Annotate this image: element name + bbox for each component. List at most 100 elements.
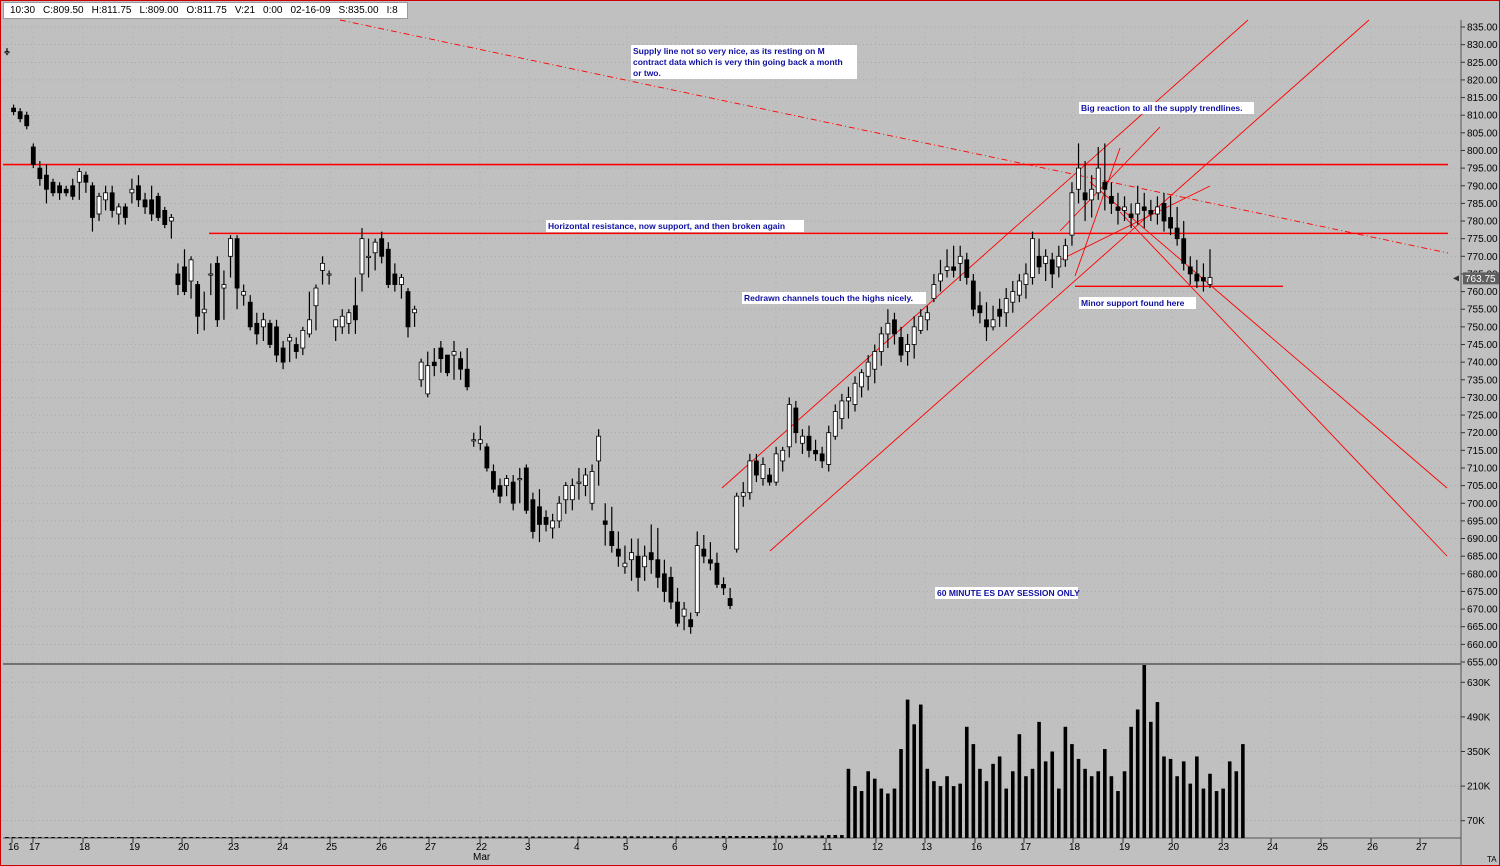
candle-body	[96, 195, 102, 215]
volume-bar	[301, 836, 305, 838]
volume-bar	[386, 836, 391, 838]
volume-bar	[1050, 751, 1055, 838]
candle-body	[1187, 266, 1193, 275]
candle-body	[1016, 280, 1022, 296]
annotation-supply-line-text-2: contract data which is very thin going b…	[633, 57, 843, 67]
candle-body	[1089, 188, 1095, 201]
volume-bar	[406, 836, 410, 838]
volume-bar	[695, 836, 700, 838]
volume-bar	[932, 781, 936, 838]
candle-body	[1003, 298, 1009, 314]
volume-bar	[281, 836, 285, 838]
volume-bar	[859, 791, 864, 838]
candle-body	[944, 266, 950, 271]
time-tick-label: 24	[277, 842, 289, 853]
candle-body	[951, 266, 957, 271]
price-tick-label: 700.00	[1467, 499, 1498, 510]
candle-body	[4, 51, 10, 54]
volume-bar	[90, 837, 95, 838]
candle-body	[24, 114, 30, 127]
price-tick-label: 735.00	[1467, 375, 1498, 386]
volume-bar	[807, 835, 811, 838]
candle-body	[997, 308, 1003, 317]
candle-body	[793, 407, 799, 434]
trendline	[1059, 185, 1211, 261]
candle-body	[484, 446, 490, 469]
volume-bar	[320, 836, 325, 838]
candle-body	[366, 255, 371, 258]
volume-bar	[616, 836, 621, 838]
corner-label: TA	[1487, 855, 1497, 864]
volume-bar	[393, 836, 397, 838]
candle-body	[813, 449, 818, 455]
volume-bar	[945, 776, 949, 838]
volume-bar	[1010, 771, 1015, 838]
volume-bar	[314, 836, 318, 838]
candle-body	[977, 305, 983, 314]
volume-bar	[524, 836, 529, 838]
candle-body	[438, 347, 444, 360]
price-tick-label: 775.00	[1467, 234, 1498, 245]
volume-bar	[511, 836, 515, 838]
volume-bar	[1162, 756, 1166, 838]
volume-bar	[583, 836, 588, 838]
candle-body	[1108, 195, 1114, 204]
quote-volume: V:21	[234, 5, 256, 16]
trendline-layer	[3, 19, 1449, 557]
volume-bar	[432, 836, 437, 838]
volume-bar	[103, 837, 108, 838]
volume-bar	[445, 836, 450, 838]
price-tick-label: 705.00	[1467, 481, 1498, 492]
volume-bar	[31, 837, 36, 838]
volume-bar	[1195, 756, 1199, 838]
candle-body	[208, 273, 214, 276]
volume-bar	[688, 836, 693, 838]
volume-bar	[1227, 761, 1232, 838]
candle-body	[70, 185, 76, 197]
volume-bar	[1181, 761, 1186, 838]
candle-body	[537, 506, 542, 525]
candle-body	[412, 308, 417, 314]
time-tick-label: 22	[476, 842, 488, 853]
time-tick-label: 24	[1267, 842, 1279, 853]
volume-bar	[143, 837, 147, 838]
candle-body	[767, 474, 772, 483]
volume-bar	[544, 836, 548, 838]
quote-open: O:811.75	[186, 5, 227, 16]
candle-body	[852, 382, 858, 405]
price-tick-label: 815.00	[1467, 93, 1498, 104]
volume-tick-label: 210K	[1467, 782, 1491, 793]
candle-body	[800, 435, 805, 444]
volume-bar	[964, 726, 969, 838]
candle-body	[918, 315, 924, 331]
volume-bar	[879, 788, 884, 838]
candle-body	[445, 354, 450, 374]
candle-body	[1128, 213, 1134, 218]
candle-body	[885, 322, 891, 335]
volume-tick-label: 70K	[1467, 816, 1485, 827]
volume-bar	[1070, 744, 1074, 838]
volume-bar	[162, 837, 167, 838]
price-tick-label: 660.00	[1467, 640, 1498, 651]
candle-body	[287, 337, 293, 342]
time-tick-label: 5	[623, 842, 629, 853]
volume-bar	[734, 836, 739, 838]
volume-tick-label: 490K	[1467, 712, 1491, 723]
candle-body	[707, 559, 713, 564]
candle-body	[109, 192, 115, 211]
volume-bar	[123, 837, 128, 838]
candle-body	[1181, 238, 1187, 264]
current-price-label: 763.75	[1465, 274, 1496, 285]
candle-body	[1174, 227, 1180, 240]
candle-body	[629, 552, 634, 561]
volume-bar	[1201, 788, 1206, 838]
time-tick-label: 11	[822, 842, 833, 853]
volume-bar	[287, 836, 292, 838]
price-tick-label: 680.00	[1467, 569, 1498, 580]
volume-bar	[136, 837, 141, 838]
trendline	[339, 19, 1449, 254]
quote-scale: S:835.00	[338, 5, 379, 16]
candle-body	[175, 273, 181, 285]
candle-body	[221, 284, 227, 289]
